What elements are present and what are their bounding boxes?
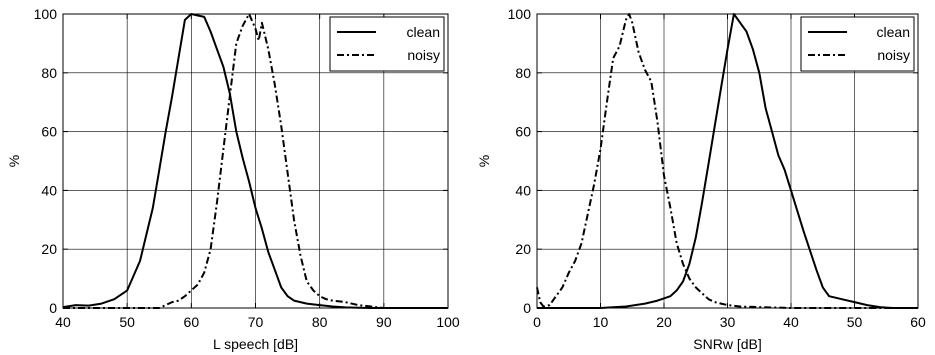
x-tick-label-right: 60	[910, 314, 926, 330]
legend-label-clean-left: clean	[407, 24, 440, 40]
y-tick-label-left: 0	[49, 300, 57, 316]
y-tick-label-right: 60	[515, 124, 531, 140]
y-axis-label-left: %	[6, 155, 22, 167]
series-line-noisy-right	[536, 13, 918, 309]
x-tick-label-left: 80	[312, 314, 328, 330]
y-tick-label-left: 40	[41, 182, 57, 198]
x-tick-label-right: 0	[533, 314, 541, 330]
y-tick-label-left: 60	[41, 124, 57, 140]
x-tick-label-left: 50	[119, 314, 135, 330]
x-tick-label-right: 50	[847, 314, 863, 330]
legend-left: clean noisy	[329, 16, 445, 72]
x-tick-label-left: 70	[248, 314, 264, 330]
legend-box-right	[800, 16, 915, 72]
y-tick-label-right: 40	[515, 182, 531, 198]
x-tick-label-right: 30	[720, 314, 736, 330]
x-axis-label-left: L speech [dB]	[213, 336, 298, 352]
legend-label-noisy-left: noisy	[407, 47, 440, 63]
x-tick-label-right: 40	[783, 314, 799, 330]
x-axis-label-right: SNRw [dB]	[693, 336, 761, 352]
y-tick-label-left: 80	[41, 65, 57, 81]
y-tick-label-right: 100	[508, 6, 532, 22]
legend-label-noisy-right: noisy	[877, 47, 910, 63]
x-tick-label-right: 10	[593, 314, 609, 330]
y-tick-label-right: 0	[523, 300, 531, 316]
legend-box-left	[329, 16, 445, 72]
x-tick-label-left: 90	[376, 314, 392, 330]
x-tick-label-right: 20	[656, 314, 672, 330]
legend-label-clean-right: clean	[877, 24, 910, 40]
x-tick-label-left: 40	[55, 314, 71, 330]
y-tick-label-left: 100	[34, 6, 58, 22]
y-tick-label-right: 80	[515, 65, 531, 81]
chart-right: 0 10 20 30 40 50 60 0 20 40 60 80 100 SNRw [dB] % cl…	[476, 6, 926, 352]
x-tick-label-left: 60	[184, 314, 200, 330]
x-tick-label-left: 100	[436, 314, 460, 330]
series-line-clean-right	[537, 13, 918, 309]
series-left	[62, 13, 448, 309]
y-tick-label-left: 20	[41, 241, 57, 257]
ticks-right: 0 10 20 30 40 50 60 0 20 40 60 80 100	[508, 6, 926, 330]
grid-left	[63, 14, 448, 308]
series-line-noisy-left	[63, 13, 448, 309]
ticks-left: 40 50 60 70 80 90 100 0 20 40 60 80 100	[34, 6, 460, 330]
legend-right: clean noisy	[800, 16, 915, 72]
y-tick-label-right: 20	[515, 241, 531, 257]
chart-left: 40 50 60 70 80 90 100 0 20 40 60 80 100 L speech [dB…	[6, 6, 460, 352]
y-axis-label-right: %	[476, 155, 492, 167]
series-right	[536, 13, 918, 309]
